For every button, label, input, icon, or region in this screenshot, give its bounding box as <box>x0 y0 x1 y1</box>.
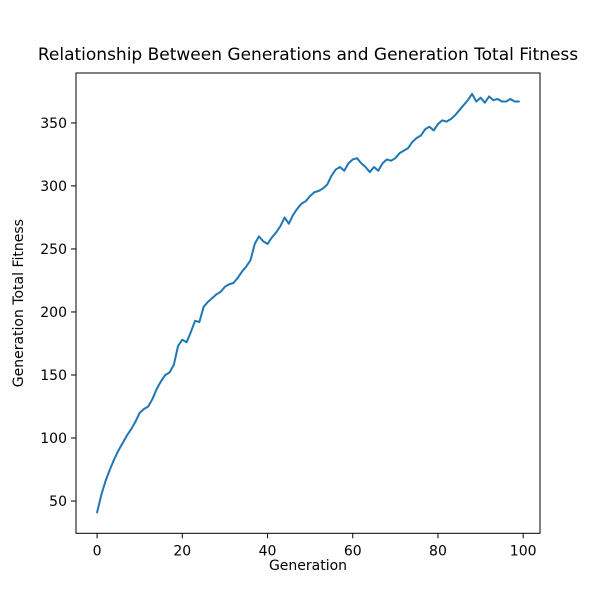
x-tick-label: 0 <box>93 543 102 559</box>
x-tick-label: 60 <box>344 543 362 559</box>
x-tick-label: 40 <box>259 543 277 559</box>
y-tick-label: 100 <box>40 431 67 447</box>
y-axis-label: Generation Total Fitness <box>11 219 27 387</box>
fitness-data-line <box>96 92 520 514</box>
x-tick-label: 20 <box>173 543 191 559</box>
x-tick-label: 100 <box>510 543 537 559</box>
y-tick-label: 250 <box>40 242 67 258</box>
axes-spines <box>75 72 541 534</box>
y-tick-label: 50 <box>49 494 67 510</box>
y-tick-label: 150 <box>40 368 67 384</box>
y-tick-label: 300 <box>40 179 67 195</box>
y-tick-label: 200 <box>40 305 67 321</box>
chart-title: Relationship Between Generations and Gen… <box>38 45 578 65</box>
y-tick-label: 350 <box>40 116 67 132</box>
x-axis-label: Generation <box>269 558 347 574</box>
x-tick-label: 80 <box>429 543 447 559</box>
